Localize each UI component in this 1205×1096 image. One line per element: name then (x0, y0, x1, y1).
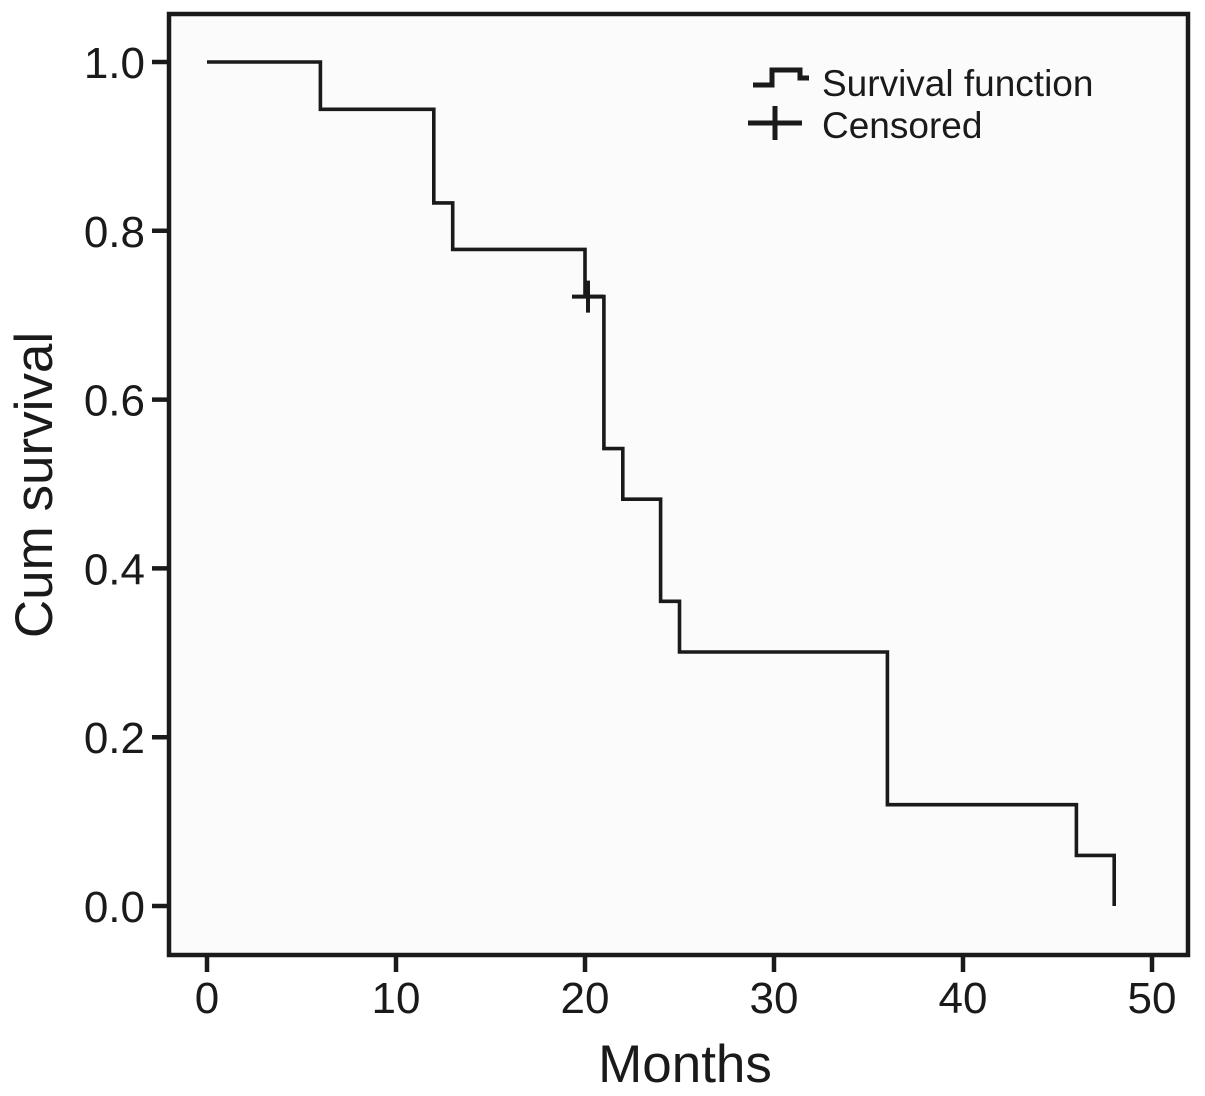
legend: Survival function Censored (748, 63, 1093, 146)
censored-marks (572, 280, 604, 313)
x-axis-title: Months (598, 1035, 772, 1094)
y-axis-title: Cum survival (5, 332, 64, 638)
x-tick-label: 40 (939, 974, 988, 1023)
y-axis-ticks: 1.0 0.8 0.6 0.4 0.2 0.0 (84, 39, 169, 932)
y-tick-label: 0.4 (84, 545, 145, 594)
survival-function-step-icon (753, 67, 809, 88)
censored-plus-icon (748, 106, 802, 140)
y-tick-label: 0.0 (84, 883, 145, 932)
x-tick-label: 10 (372, 974, 421, 1023)
x-tick-label: 30 (750, 974, 799, 1023)
x-tick-label: 20 (561, 974, 610, 1023)
x-tick-label: 0 (195, 974, 219, 1023)
y-tick-label: 1.0 (84, 39, 145, 88)
x-axis-ticks: 0 10 20 30 40 50 (195, 955, 1177, 1023)
legend-survival-function-label: Survival function (822, 63, 1093, 104)
y-tick-label: 0.8 (84, 208, 145, 257)
y-tick-label: 0.6 (84, 377, 145, 426)
x-tick-label: 50 (1128, 974, 1177, 1023)
censored-mark (572, 280, 604, 313)
y-tick-label: 0.2 (84, 714, 145, 763)
legend-censored-label: Censored (822, 105, 982, 146)
survival-curve (207, 60, 1116, 906)
plot-frame (166, 11, 1191, 958)
